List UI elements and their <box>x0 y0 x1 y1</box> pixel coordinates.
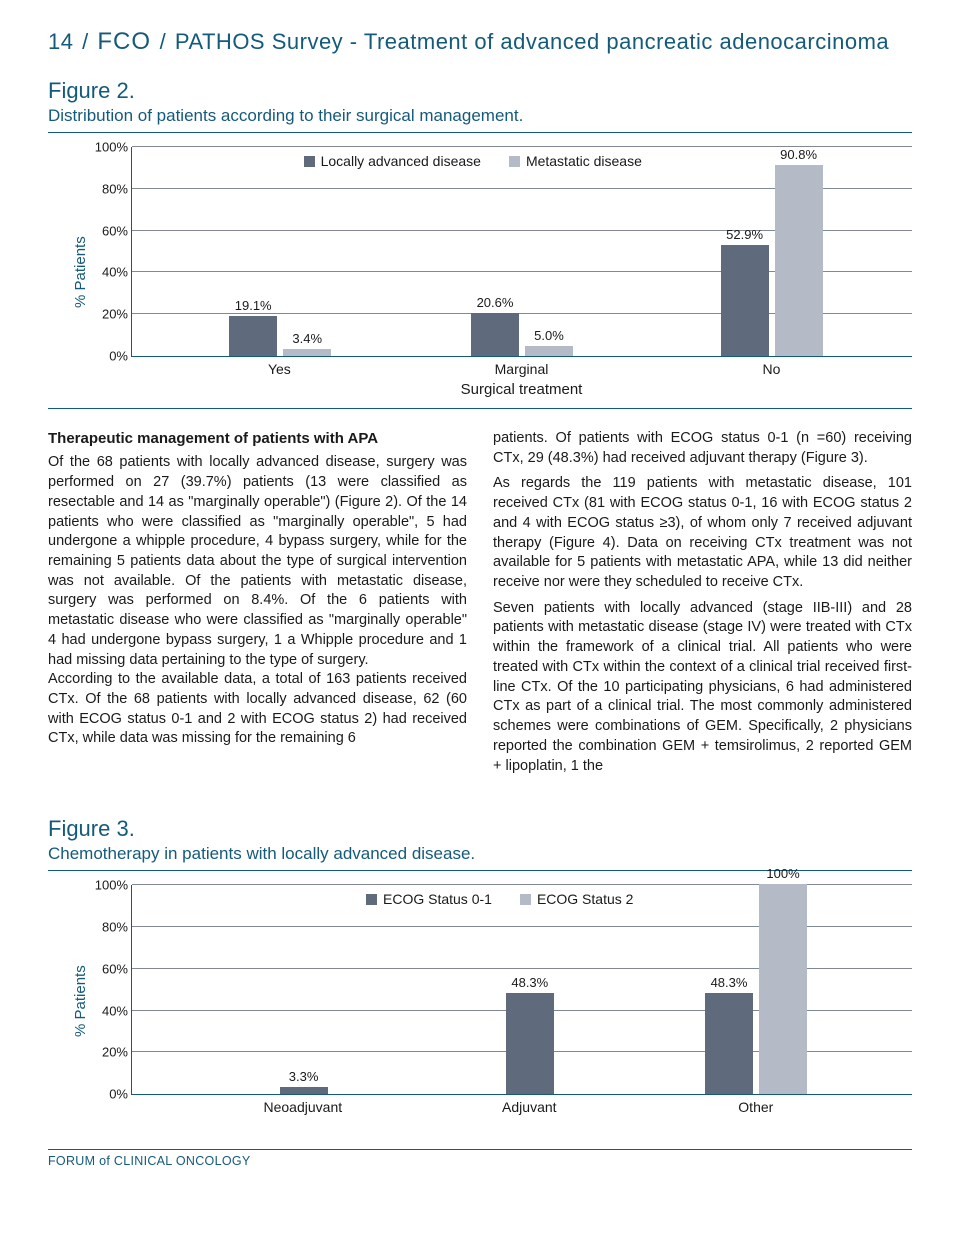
ytick-label: 60% <box>88 223 128 238</box>
legend-swatch <box>520 894 531 905</box>
legend-item: ECOG Status 2 <box>520 891 633 907</box>
legend-item: Metastatic disease <box>509 153 642 169</box>
legend-label: Metastatic disease <box>526 153 642 169</box>
figure-2-xtitle: Surgical treatment <box>131 381 912 398</box>
bar: 19.1% <box>229 316 277 356</box>
figure-3-chart: % Patients 0% 20% 40% 60% 80% 100% ECOG Status… <box>66 885 912 1117</box>
legend-swatch <box>366 894 377 905</box>
figure-3: Figure 3. Chemotherapy in patients with … <box>48 816 912 1117</box>
bar-value-label: 3.4% <box>292 331 322 346</box>
figure-3-xlabels: Neoadjuvant Adjuvant Other <box>131 1095 912 1117</box>
bar: 52.9% <box>721 245 769 356</box>
ytick-label: 0% <box>88 1087 128 1102</box>
figure-2-caption: Distribution of patients according to th… <box>48 106 912 126</box>
page-number: 14 <box>48 29 73 54</box>
figure-2: Figure 2. Distribution of patients accor… <box>48 78 912 409</box>
article-title: PATHOS Survey - Treatment of advanced pa… <box>175 29 889 54</box>
figure-3-caption: Chemotherapy in patients with locally ad… <box>48 844 912 864</box>
journal-abbr: FCO <box>97 28 151 55</box>
bar-group: 20.6% 5.0% <box>471 313 573 356</box>
ytick-label: 40% <box>88 1003 128 1018</box>
figure-3-plot: 0%20%40%60%80%100%ECOG Status 0-1ECOG St… <box>131 885 912 1095</box>
legend-item: Locally advanced disease <box>304 153 481 169</box>
bar-value-label: 5.0% <box>534 328 564 343</box>
figure-3-label: Figure 3. <box>48 816 912 842</box>
bar: 100% <box>759 884 807 1094</box>
legend-swatch <box>304 156 315 167</box>
right-column: patients. Of patients with ECOG status 0… <box>493 429 912 776</box>
legend-label: ECOG Status 0-1 <box>383 891 492 907</box>
bar-value-label: 19.1% <box>235 298 272 313</box>
bar-group: 48.3%100% <box>705 884 807 1094</box>
bar-value-label: 48.3% <box>711 975 748 990</box>
page-header: 14 / FCO / PATHOS Survey - Treatment of … <box>48 28 912 56</box>
ytick-label: 0% <box>88 349 128 364</box>
figure-2-label: Figure 2. <box>48 78 912 104</box>
figure-2-ylabel: % Patients <box>66 147 89 398</box>
body-paragraph: Seven patients with locally advanced (st… <box>493 599 912 776</box>
body-paragraph: As regards the 119 patients with metasta… <box>493 474 912 592</box>
bar-value-label: 90.8% <box>780 147 817 162</box>
ytick-label: 20% <box>88 307 128 322</box>
ytick-label: 100% <box>88 140 128 155</box>
xtick-label: Marginal <box>495 361 549 377</box>
legend-item: ECOG Status 0-1 <box>366 891 492 907</box>
bar-group: 52.9%90.8% <box>721 165 823 356</box>
xtick-label: No <box>762 361 780 377</box>
xtick-label: Yes <box>268 361 291 377</box>
bar: 48.3% <box>506 993 554 1094</box>
chart-legend: ECOG Status 0-1 ECOG Status 2 <box>366 891 633 907</box>
figure-2-xlabels: Yes Marginal No <box>131 357 912 379</box>
bar: 90.8% <box>775 165 823 356</box>
bar-value-label: 48.3% <box>511 975 548 990</box>
ytick-label: 80% <box>88 920 128 935</box>
bar-group: 19.1% 3.4% <box>229 316 331 356</box>
bar-group: 3.3% <box>280 1087 328 1094</box>
bar-value-label: 3.3% <box>289 1069 319 1084</box>
xtick-label: Adjuvant <box>502 1099 556 1115</box>
bar-value-label: 20.6% <box>477 295 514 310</box>
body-paragraph: According to the available data, a total… <box>48 670 467 749</box>
ytick-label: 20% <box>88 1045 128 1060</box>
figure-2-rule <box>48 132 912 133</box>
legend-label: ECOG Status 2 <box>537 891 633 907</box>
xtick-label: Neoadjuvant <box>264 1099 343 1115</box>
figure-2-rule-bottom <box>48 408 912 409</box>
bar-group: 48.3% <box>506 993 554 1094</box>
section-heading: Therapeutic management of patients with … <box>48 429 467 449</box>
body-paragraph: Of the 68 patients with locally advanced… <box>48 453 467 670</box>
bar: 3.4% <box>283 349 331 356</box>
bar-value-label: 100% <box>766 866 799 881</box>
footer-rule <box>48 1149 912 1150</box>
bar: 20.6% <box>471 313 519 356</box>
ytick-label: 80% <box>88 181 128 196</box>
figure-2-plot: 0%20%40%60%80%100%Locally advanced disea… <box>131 147 912 357</box>
chart-legend: Locally advanced disease Metastatic disea… <box>304 153 642 169</box>
ytick-label: 40% <box>88 265 128 280</box>
body-columns: Therapeutic management of patients with … <box>48 429 912 776</box>
xtick-label: Other <box>738 1099 773 1115</box>
bar: 48.3% <box>705 993 753 1094</box>
figure-3-ylabel: % Patients <box>66 885 89 1117</box>
legend-swatch <box>509 156 520 167</box>
body-paragraph: patients. Of patients with ECOG status 0… <box>493 429 912 468</box>
figure-2-chart: % Patients 0%20%40%60%80%100%Locally adv… <box>66 147 912 398</box>
bar: 5.0% <box>525 346 573 357</box>
legend-label: Locally advanced disease <box>321 153 481 169</box>
bar-value-label: 52.9% <box>726 227 763 242</box>
footer-text: FORUM of CLINICAL ONCOLOGY <box>48 1154 912 1168</box>
ytick-label: 100% <box>88 878 128 893</box>
bar: 3.3% <box>280 1087 328 1094</box>
left-column: Therapeutic management of patients with … <box>48 429 467 776</box>
ytick-label: 60% <box>88 961 128 976</box>
